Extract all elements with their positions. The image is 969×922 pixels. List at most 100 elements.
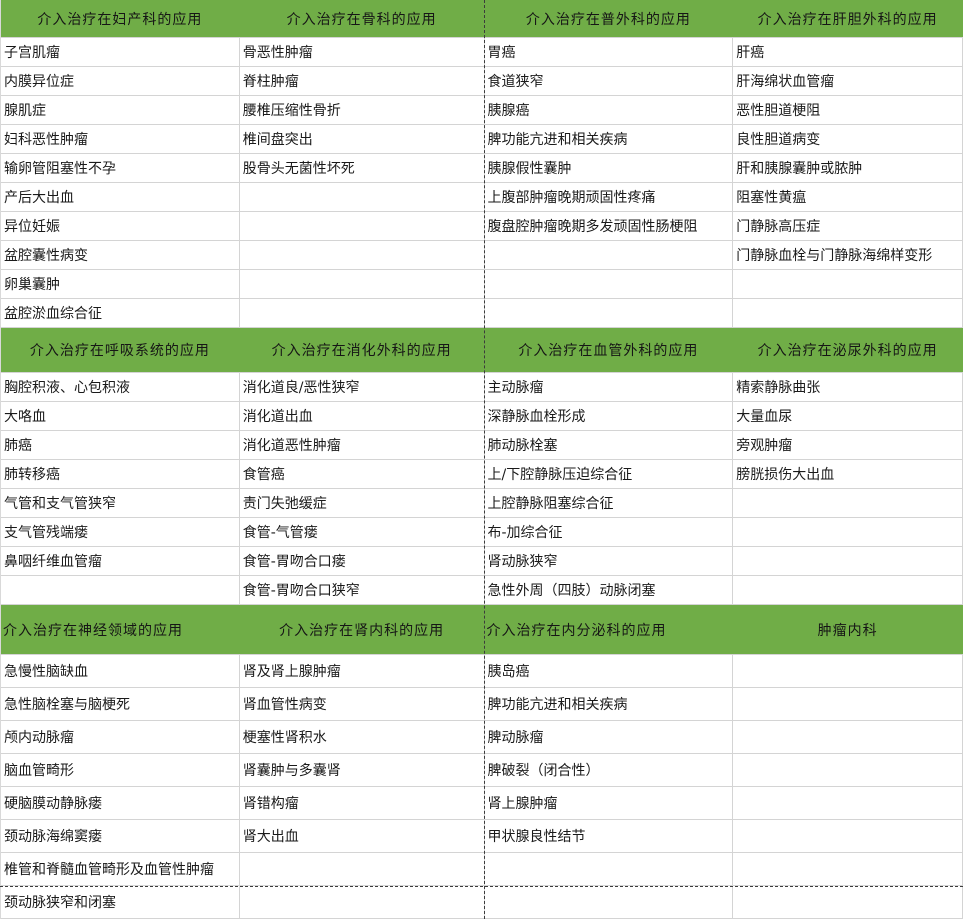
cell-s2-r6-c4[interactable]: [733, 518, 963, 547]
cell-s1-r3-c3[interactable]: 胰腺癌: [484, 96, 734, 125]
cell-s2-r4-c3[interactable]: 上/下腔静脉压迫综合征: [484, 460, 734, 489]
cell-s2-r5-c1[interactable]: 气管和支气管狭窄: [1, 489, 240, 518]
cell-s2-r5-c3[interactable]: 上腔静脉阻塞综合征: [484, 489, 734, 518]
cell-s1-r1-c3[interactable]: 胃癌: [484, 38, 734, 67]
cell-s2-r8-c1[interactable]: [1, 576, 240, 605]
cell-s3-r7-c2[interactable]: [239, 853, 485, 886]
cell-s2-r6-c1[interactable]: 支气管残端瘘: [1, 518, 240, 547]
cell-s3-r5-c2[interactable]: 肾错构瘤: [239, 787, 485, 820]
cell-s1-r4-c2[interactable]: 椎间盘突出: [239, 125, 485, 154]
cell-s1-r2-c1[interactable]: 内膜异位症: [1, 67, 240, 96]
cell-s3-r4-c3[interactable]: 脾破裂（闭合性）: [484, 754, 734, 787]
cell-s1-r5-c4[interactable]: 肝和胰腺囊肿或脓肿: [733, 154, 963, 183]
column-header-s3-c3[interactable]: 介入治疗在内分泌科的应用: [484, 605, 734, 655]
cell-s2-r8-c3[interactable]: 急性外周（四肢）动脉闭塞: [484, 576, 734, 605]
cell-s3-r7-c1[interactable]: 椎管和脊髓血管畸形及血管性肿瘤: [1, 853, 240, 886]
cell-s1-r7-c2[interactable]: [239, 212, 485, 241]
cell-s2-r6-c2[interactable]: 食管-气管瘘: [239, 518, 485, 547]
column-header-s1-c4[interactable]: 介入治疗在肝胆外科的应用: [733, 0, 963, 38]
cell-s1-r3-c4[interactable]: 恶性胆道梗阻: [733, 96, 963, 125]
cell-s1-r7-c3[interactable]: 腹盘腔肿瘤晚期多发顽固性肠梗阻: [484, 212, 734, 241]
cell-s1-r8-c2[interactable]: [239, 241, 485, 270]
cell-s3-r1-c4[interactable]: [733, 655, 963, 688]
cell-s2-r4-c2[interactable]: 食管癌: [239, 460, 485, 489]
cell-s1-r6-c2[interactable]: [239, 183, 485, 212]
cell-s2-r3-c3[interactable]: 肺动脉栓塞: [484, 431, 734, 460]
cell-s1-r1-c1[interactable]: 子宫肌瘤: [1, 38, 240, 67]
cell-s1-r10-c1[interactable]: 盆腔淤血综合征: [1, 299, 240, 328]
column-header-s3-c2[interactable]: 介入治疗在肾内科的应用: [239, 605, 485, 655]
cell-s1-r3-c2[interactable]: 腰椎压缩性骨折: [239, 96, 485, 125]
cell-s1-r6-c4[interactable]: 阻塞性黄瘟: [733, 183, 963, 212]
cell-s3-r2-c2[interactable]: 肾血管性病变: [239, 688, 485, 721]
cell-s1-r7-c1[interactable]: 异位妊娠: [1, 212, 240, 241]
cell-s3-r2-c3[interactable]: 脾功能亢进和相关疾病: [484, 688, 734, 721]
cell-s3-r2-c4[interactable]: [733, 688, 963, 721]
cell-s1-r2-c3[interactable]: 食道狭窄: [484, 67, 734, 96]
cell-s3-r6-c3[interactable]: 甲状腺良性结节: [484, 820, 734, 853]
cell-s3-r7-c4[interactable]: [733, 853, 963, 886]
cell-s1-r4-c3[interactable]: 脾功能亢进和相关疾病: [484, 125, 734, 154]
cell-s3-r5-c4[interactable]: [733, 787, 963, 820]
cell-s3-r5-c3[interactable]: 肾上腺肿瘤: [484, 787, 734, 820]
cell-s3-r8-c2[interactable]: [239, 886, 485, 919]
cell-s1-r6-c3[interactable]: 上腹部肿瘤晚期顽固性疼痛: [484, 183, 734, 212]
cell-s2-r8-c4[interactable]: [733, 576, 963, 605]
cell-s3-r5-c1[interactable]: 硬脑膜动静脉瘘: [1, 787, 240, 820]
cell-s3-r1-c1[interactable]: 急慢性脑缺血: [1, 655, 240, 688]
cell-s1-r2-c2[interactable]: 脊柱肿瘤: [239, 67, 485, 96]
cell-s1-r6-c1[interactable]: 产后大出血: [1, 183, 240, 212]
cell-s1-r8-c1[interactable]: 盆腔囊性病变: [1, 241, 240, 270]
cell-s3-r6-c4[interactable]: [733, 820, 963, 853]
cell-s2-r4-c1[interactable]: 肺转移癌: [1, 460, 240, 489]
cell-s2-r2-c4[interactable]: 大量血尿: [733, 402, 963, 431]
column-header-s1-c3[interactable]: 介入治疗在普外科的应用: [484, 0, 734, 38]
cell-s1-r2-c4[interactable]: 肝海绵状血管瘤: [733, 67, 963, 96]
cell-s3-r3-c2[interactable]: 梗塞性肾积水: [239, 721, 485, 754]
cell-s1-r9-c3[interactable]: [484, 270, 734, 299]
cell-s1-r9-c4[interactable]: [733, 270, 963, 299]
cell-s3-r1-c3[interactable]: 胰岛癌: [484, 655, 734, 688]
cell-s2-r3-c2[interactable]: 消化道恶性肿瘤: [239, 431, 485, 460]
cell-s1-r9-c1[interactable]: 卵巢囊肿: [1, 270, 240, 299]
cell-s2-r2-c2[interactable]: 消化道出血: [239, 402, 485, 431]
cell-s3-r2-c1[interactable]: 急性脑栓塞与脑梗死: [1, 688, 240, 721]
cell-s3-r7-c3[interactable]: [484, 853, 734, 886]
cell-s1-r5-c2[interactable]: 股骨头无菌性坏死: [239, 154, 485, 183]
cell-s1-r7-c4[interactable]: 门静脉高压症: [733, 212, 963, 241]
cell-s1-r5-c1[interactable]: 输卵管阻塞性不孕: [1, 154, 240, 183]
cell-s3-r8-c3[interactable]: [484, 886, 734, 919]
cell-s2-r8-c2[interactable]: 食管-胃吻合口狭窄: [239, 576, 485, 605]
cell-s3-r4-c1[interactable]: 脑血管畸形: [1, 754, 240, 787]
cell-s2-r5-c4[interactable]: [733, 489, 963, 518]
cell-s2-r1-c2[interactable]: 消化道良/恶性狭窄: [239, 373, 485, 402]
cell-s1-r9-c2[interactable]: [239, 270, 485, 299]
cell-s1-r8-c3[interactable]: [484, 241, 734, 270]
column-header-s2-c3[interactable]: 介入治疗在血管外科的应用: [484, 328, 734, 373]
cell-s3-r6-c2[interactable]: 肾大出血: [239, 820, 485, 853]
cell-s1-r1-c2[interactable]: 骨恶性肿瘤: [239, 38, 485, 67]
cell-s3-r4-c2[interactable]: 肾囊肿与多囊肾: [239, 754, 485, 787]
column-header-s2-c4[interactable]: 介入治疗在泌尿外科的应用: [733, 328, 963, 373]
cell-s2-r1-c3[interactable]: 主动脉瘤: [484, 373, 734, 402]
cell-s2-r2-c3[interactable]: 深静脉血栓形成: [484, 402, 734, 431]
cell-s2-r6-c3[interactable]: 布-加综合征: [484, 518, 734, 547]
cell-s1-r10-c4[interactable]: [733, 299, 963, 328]
column-header-s2-c1[interactable]: 介入治疗在呼吸系统的应用: [1, 328, 240, 373]
cell-s1-r3-c1[interactable]: 腺肌症: [1, 96, 240, 125]
cell-s1-r10-c2[interactable]: [239, 299, 485, 328]
cell-s3-r3-c1[interactable]: 颅内动脉瘤: [1, 721, 240, 754]
column-header-s1-c1[interactable]: 介入治疗在妇产科的应用: [1, 0, 240, 38]
cell-s1-r8-c4[interactable]: 门静脉血栓与门静脉海绵样变形: [733, 241, 963, 270]
cell-s3-r3-c4[interactable]: [733, 721, 963, 754]
cell-s2-r1-c4[interactable]: 精索静脉曲张: [733, 373, 963, 402]
cell-s2-r7-c1[interactable]: 鼻咽纤维血管瘤: [1, 547, 240, 576]
cell-s1-r4-c1[interactable]: 妇科恶性肿瘤: [1, 125, 240, 154]
cell-s2-r5-c2[interactable]: 责门失弛缓症: [239, 489, 485, 518]
cell-s1-r4-c4[interactable]: 良性胆道病变: [733, 125, 963, 154]
cell-s2-r7-c4[interactable]: [733, 547, 963, 576]
cell-s3-r6-c1[interactable]: 颈动脉海绵窦瘘: [1, 820, 240, 853]
cell-s3-r3-c3[interactable]: 脾动脉瘤: [484, 721, 734, 754]
cell-s2-r3-c4[interactable]: 旁观肿瘤: [733, 431, 963, 460]
cell-s1-r10-c3[interactable]: [484, 299, 734, 328]
